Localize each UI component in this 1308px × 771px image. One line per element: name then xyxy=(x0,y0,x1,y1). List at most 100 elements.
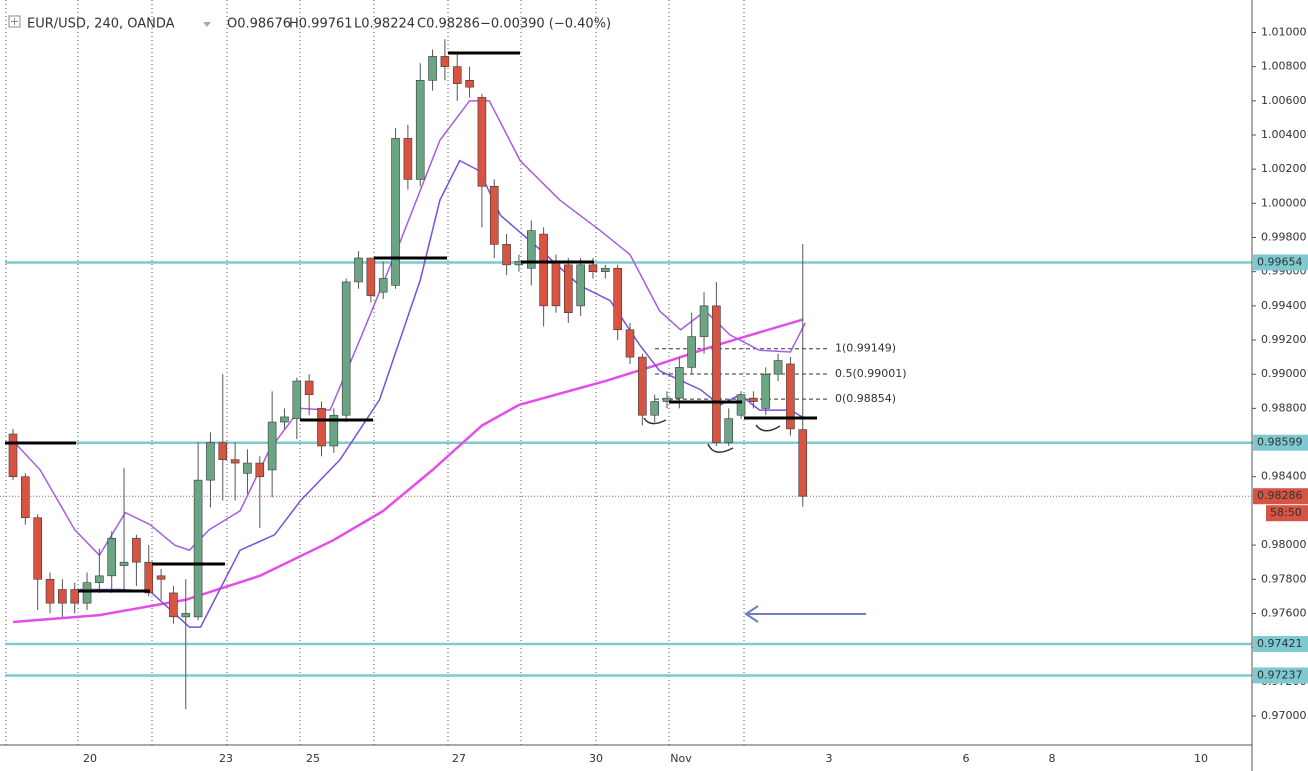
candle-body xyxy=(181,613,191,618)
fib-label: 0.5(0.99001) xyxy=(835,367,907,380)
candle-body xyxy=(354,257,363,283)
candle-body xyxy=(317,408,326,447)
x-tick-label: 3 xyxy=(826,752,833,765)
x-tick-label: 20 xyxy=(83,752,97,765)
y-tick-label: 1.00600 xyxy=(1261,94,1307,107)
ohlc-change: −0.00390 (−0.40%) xyxy=(480,17,611,32)
candle-body xyxy=(465,80,474,88)
candle-body xyxy=(736,394,746,416)
y-tick-label: 1.00200 xyxy=(1261,162,1307,175)
symbol-dropdown[interactable] xyxy=(203,22,211,27)
x-tick-label: 25 xyxy=(306,752,320,765)
x-tick-label: 8 xyxy=(1049,752,1056,765)
candle-body xyxy=(156,575,166,580)
candle-body xyxy=(502,244,511,266)
last-price-badge xyxy=(1253,488,1308,505)
candle-body xyxy=(588,264,598,272)
candle-body xyxy=(206,442,215,481)
candle-body xyxy=(243,462,252,474)
y-tick-label: 1.00000 xyxy=(1261,196,1307,209)
candle-body xyxy=(292,380,302,419)
y-tick-label: 0.97600 xyxy=(1261,606,1307,619)
candle-body xyxy=(169,592,178,618)
candle-body xyxy=(724,418,734,443)
y-tick-label: 0.98400 xyxy=(1261,470,1307,483)
candle-body xyxy=(452,66,462,85)
candle-body xyxy=(477,97,487,187)
y-tick-label: 0.97000 xyxy=(1261,709,1307,722)
candle-body xyxy=(70,589,79,604)
y-tick-label: 0.98000 xyxy=(1261,538,1307,551)
candle-body xyxy=(230,459,240,464)
x-tick-label: 30 xyxy=(589,752,603,765)
y-tick-label: 1.01000 xyxy=(1261,25,1307,38)
candle-body xyxy=(563,264,573,313)
candle-body xyxy=(33,517,42,580)
candle-body xyxy=(304,380,314,396)
candle-body xyxy=(786,363,795,430)
moving-average xyxy=(12,318,804,624)
candle-body xyxy=(82,582,92,604)
session-dividers xyxy=(5,0,745,745)
candle-body xyxy=(428,56,437,81)
candle-body xyxy=(255,462,265,478)
fib-label: 0(0.98854) xyxy=(835,392,896,405)
level-badge xyxy=(1253,434,1308,451)
candle-body xyxy=(391,138,400,286)
candle-body xyxy=(218,442,228,460)
candle-body xyxy=(8,433,18,478)
last-price-label: 0.98286 xyxy=(1257,489,1303,502)
countdown-badge xyxy=(1266,505,1308,522)
y-tick-label: 0.99800 xyxy=(1261,231,1307,244)
candle-body xyxy=(95,575,104,583)
candle-body xyxy=(440,56,450,67)
candle-body xyxy=(773,360,783,375)
candle-body xyxy=(329,414,339,447)
y-tick-label: 0.97800 xyxy=(1261,572,1307,585)
candle-body xyxy=(687,336,697,368)
moving-average xyxy=(79,159,806,628)
level-badge xyxy=(1253,254,1308,271)
candle-body xyxy=(601,267,610,272)
level-label: 0.97237 xyxy=(1257,668,1303,681)
pattern-hooks xyxy=(643,417,781,453)
legend-header: EUR/USD, 240, OANDA O0.98676 H0.99761 L0… xyxy=(8,15,611,32)
x-tick-label: Nov xyxy=(670,752,692,765)
level-badge xyxy=(1253,667,1308,684)
candle-body xyxy=(625,329,635,358)
ohlc-close: C0.98286 xyxy=(417,17,480,32)
ohlc-open: O0.98676 xyxy=(227,17,291,32)
countdown: 58:50 xyxy=(1270,506,1302,519)
candle-body xyxy=(761,373,771,409)
candle-body xyxy=(341,281,351,416)
level-label: 0.99654 xyxy=(1257,255,1303,268)
candle-body xyxy=(650,401,659,416)
candle-body xyxy=(144,561,154,594)
x-tick-label: 6 xyxy=(963,752,970,765)
symbol[interactable]: EUR/USD, 240, OANDA xyxy=(27,17,175,32)
x-tick-label: 23 xyxy=(219,752,233,765)
x-tick-label: 10 xyxy=(1194,752,1208,765)
moving-average xyxy=(12,100,806,557)
candle-body xyxy=(415,80,425,180)
candle-body xyxy=(489,185,499,245)
y-tick-label: 0.99400 xyxy=(1261,299,1307,312)
symbol-icon-plus xyxy=(11,18,18,25)
candle-body xyxy=(45,578,55,604)
y-tick-label: 1.00800 xyxy=(1261,60,1307,73)
ohlc-low: L0.98224 xyxy=(354,17,415,32)
candle-body xyxy=(526,230,536,269)
candle-body xyxy=(403,138,413,180)
symbol-icon xyxy=(8,15,21,28)
candle-body xyxy=(366,257,376,296)
candle-body xyxy=(378,278,388,293)
level-label: 0.98599 xyxy=(1257,436,1303,449)
y-tick-label: 0.99000 xyxy=(1261,367,1307,380)
candle-body xyxy=(539,233,548,307)
ohlc-high: H0.99761 xyxy=(289,17,353,32)
session-levels xyxy=(5,51,817,593)
plot xyxy=(0,39,1252,710)
level-badge xyxy=(1253,636,1308,653)
